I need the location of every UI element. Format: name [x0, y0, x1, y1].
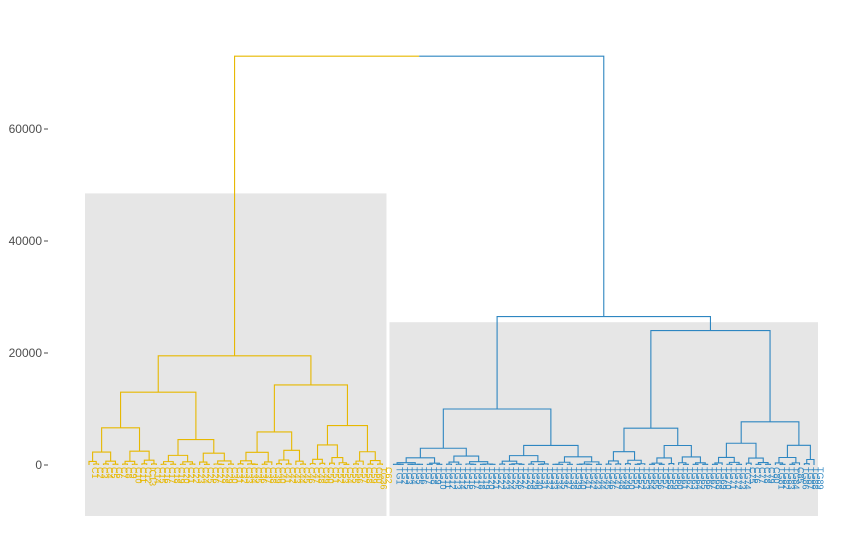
y-tick-label: 20000 [9, 346, 43, 360]
leaf-label: TG89 [815, 467, 825, 490]
leaf-label: C62 [383, 467, 393, 484]
y-tick-label: 0 [35, 458, 42, 472]
merge-bracket [512, 464, 522, 465]
y-tick-label: 40000 [9, 234, 43, 248]
y-tick-label: 60000 [9, 122, 43, 136]
y-axis: 0 20000 40000 60000 [9, 122, 48, 472]
root-branch-right [419, 56, 604, 316]
